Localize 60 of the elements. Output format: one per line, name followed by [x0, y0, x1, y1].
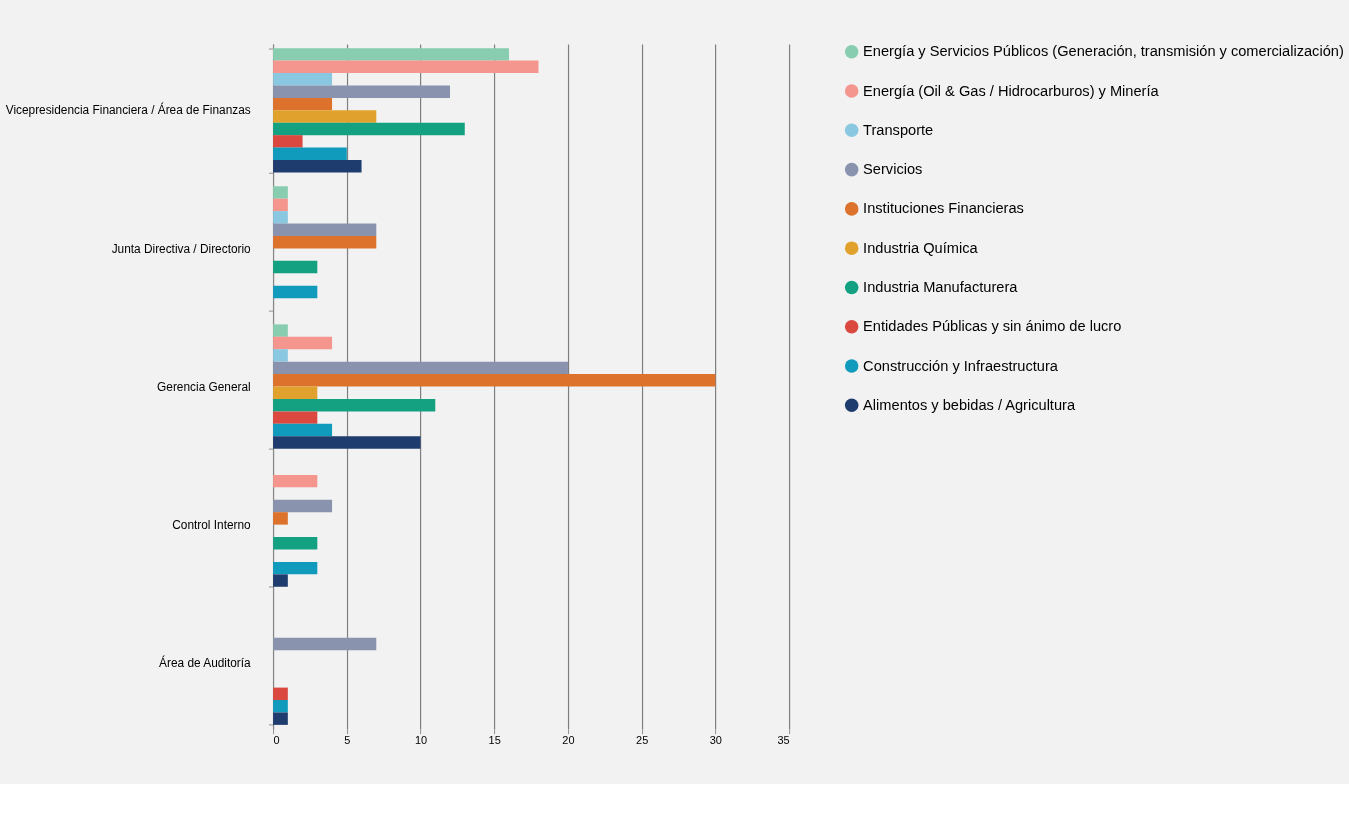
bar: [273, 423, 333, 437]
bar: [273, 211, 288, 224]
legend-label: Industria Manufacturera: [863, 278, 1019, 295]
x-tick-label: 35: [777, 734, 790, 747]
bar: [273, 499, 333, 513]
bar: [273, 687, 288, 701]
bar: [273, 436, 421, 449]
legend-label: Servicios: [863, 161, 923, 178]
y-tick-label: Junta Directiva / Directorio: [111, 241, 252, 256]
bar: [273, 712, 288, 725]
x-tick-label: 25: [636, 734, 649, 747]
x-tick-label: 15: [488, 734, 501, 747]
bar: [273, 223, 377, 236]
bar: [273, 561, 318, 575]
x-tick-label: 0: [273, 734, 280, 747]
bar: [273, 285, 318, 299]
x-tick-label: 30: [709, 734, 722, 747]
bar: [273, 186, 288, 199]
bar: [273, 411, 318, 424]
x-tick-label: 10: [414, 734, 428, 747]
bar: [273, 135, 303, 148]
bar: [273, 537, 318, 550]
bar: [273, 374, 716, 387]
y-tick-label: Control Interno: [172, 517, 252, 532]
y-tick-label: Gerencia General: [157, 379, 251, 394]
bar: [273, 349, 288, 362]
bar: [273, 48, 509, 61]
bar: [273, 398, 436, 412]
legend-label: Industria Química: [863, 239, 979, 256]
bar: [273, 85, 451, 98]
x-tick-label: 20: [562, 734, 575, 747]
bar: [273, 60, 539, 74]
bar: [273, 122, 465, 136]
bar: [273, 700, 288, 713]
legend-label: Instituciones Financieras: [863, 200, 1024, 217]
x-tick-label: 5: [344, 734, 351, 747]
bar: [273, 147, 347, 161]
bar: [273, 160, 362, 173]
bar: [273, 260, 318, 274]
bar: [273, 110, 377, 123]
bar: [273, 474, 318, 488]
bar: [273, 512, 288, 525]
legend-label: Alimentos y bebidas / Agricultura: [863, 396, 1076, 413]
bar: [273, 336, 333, 350]
legend-label: Energía y Servicios Públicos (Generación, transmisión y comercialización): [863, 43, 1344, 60]
bar: [273, 73, 333, 86]
bar: [273, 637, 377, 651]
bar: [273, 574, 288, 587]
bar: [273, 235, 377, 249]
bar: [273, 324, 288, 337]
bar: [273, 361, 568, 375]
legend-label: Entidades Públicas y sin ánimo de lucro: [863, 318, 1122, 335]
y-tick-label: Vicepresidencia Financiera / Área de Finanzas: [5, 102, 251, 118]
bar: [273, 386, 318, 399]
legend-label: Transporte: [863, 121, 934, 138]
y-tick-label: Área de Auditoría: [159, 654, 252, 670]
legend-label: Energía (Oil & Gas / Hidrocarburos) y Minería: [863, 82, 1160, 99]
legend-label: Construcción y Infraestructura: [863, 357, 1059, 374]
bar: [273, 198, 288, 212]
bar: [273, 97, 333, 111]
